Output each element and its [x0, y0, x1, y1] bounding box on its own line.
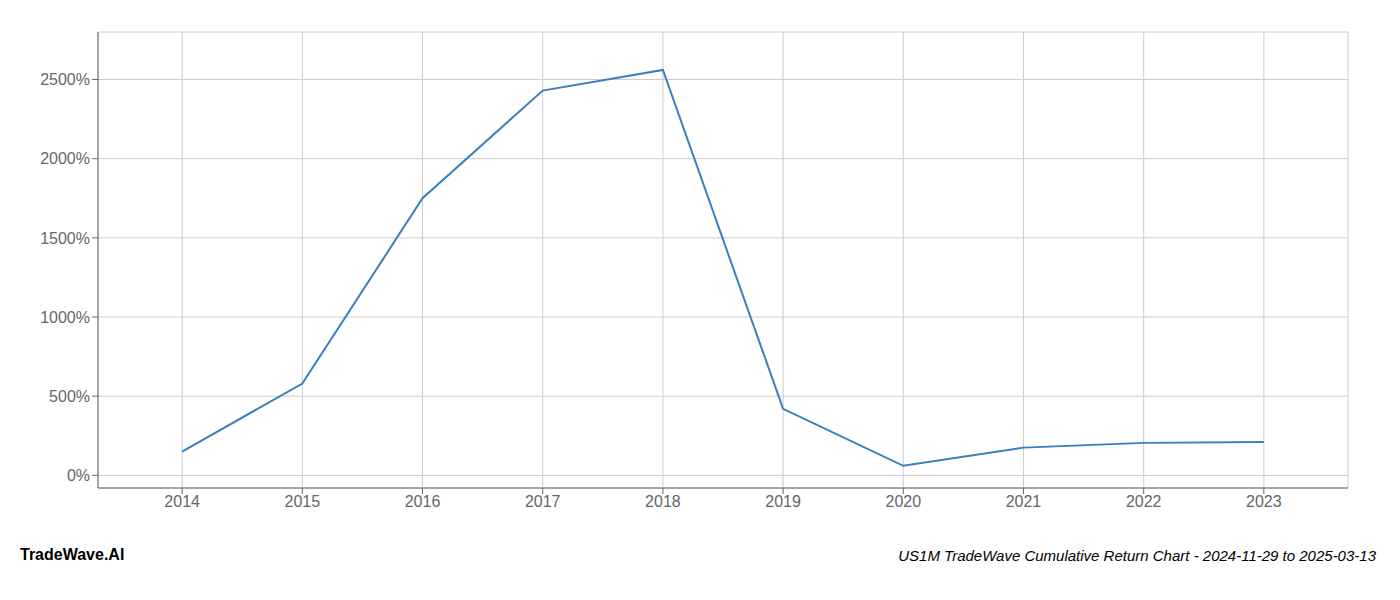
svg-text:2500%: 2500% [40, 71, 90, 88]
svg-text:2019: 2019 [765, 493, 801, 510]
svg-text:2017: 2017 [525, 493, 561, 510]
svg-text:1000%: 1000% [40, 309, 90, 326]
svg-text:2000%: 2000% [40, 150, 90, 167]
html-text:US1M TradeWave Cumulative Retu: US1M TradeWave Cumulative Return Chart -… [898, 547, 1376, 564]
html-text:TradeWave.AI: TradeWave.AI [20, 546, 125, 563]
svg-text:2015: 2015 [285, 493, 321, 510]
svg-text:2020: 2020 [885, 493, 921, 510]
svg-text:2021: 2021 [1006, 493, 1042, 510]
svg-text:2016: 2016 [405, 493, 441, 510]
svg-text:1500%: 1500% [40, 230, 90, 247]
svg-text:0%: 0% [67, 467, 90, 484]
svg-text:2014: 2014 [164, 493, 200, 510]
svg-text:2023: 2023 [1246, 493, 1282, 510]
svg-text:500%: 500% [49, 388, 90, 405]
svg-text:2022: 2022 [1126, 493, 1162, 510]
svg-text:2018: 2018 [645, 493, 681, 510]
